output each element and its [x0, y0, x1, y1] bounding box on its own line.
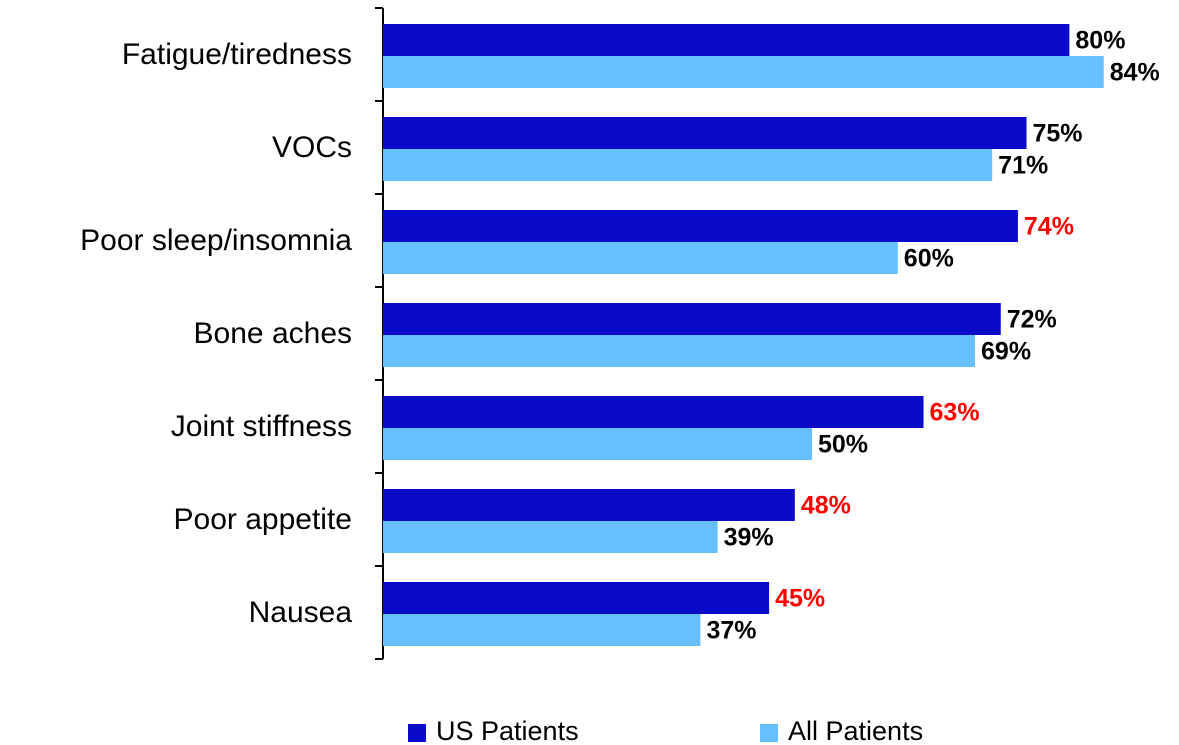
value-label: 75% [1033, 120, 1083, 148]
bar [383, 24, 1070, 56]
value-label: 37% [706, 617, 756, 645]
category-label: Poor sleep/insomnia [80, 224, 352, 257]
bar [383, 149, 993, 181]
value-label: 69% [981, 338, 1031, 366]
value-label: 80% [1075, 27, 1125, 55]
value-label: 71% [998, 152, 1048, 180]
bar [383, 396, 924, 428]
value-label: 39% [724, 524, 774, 552]
bar [383, 521, 718, 553]
bar [383, 56, 1104, 88]
bar [383, 489, 795, 521]
value-label: 74% [1024, 213, 1074, 241]
value-label: 60% [904, 245, 954, 273]
category-label: Fatigue/tiredness [122, 38, 352, 71]
bar [383, 335, 976, 367]
bar [383, 582, 770, 614]
legend-label: US Patients [436, 716, 579, 745]
value-label: 48% [801, 492, 851, 520]
bar [383, 117, 1027, 149]
bar [383, 614, 701, 646]
category-label: Bone aches [194, 317, 352, 350]
value-label: 45% [775, 585, 825, 613]
category-label: VOCs [272, 131, 352, 164]
category-label: Joint stiffness [171, 410, 352, 443]
legend-label: All Patients [788, 716, 923, 745]
value-label: 50% [818, 431, 868, 459]
bar [383, 303, 1001, 335]
bar [383, 428, 812, 460]
value-label: 63% [930, 399, 980, 427]
bar [383, 210, 1018, 242]
value-label: 72% [1007, 306, 1057, 334]
bar [383, 242, 898, 274]
legend-swatch [760, 724, 778, 742]
category-label: Nausea [249, 596, 353, 629]
legend-swatch [408, 724, 426, 742]
category-label: Poor appetite [174, 503, 352, 536]
value-label: 84% [1110, 59, 1160, 87]
